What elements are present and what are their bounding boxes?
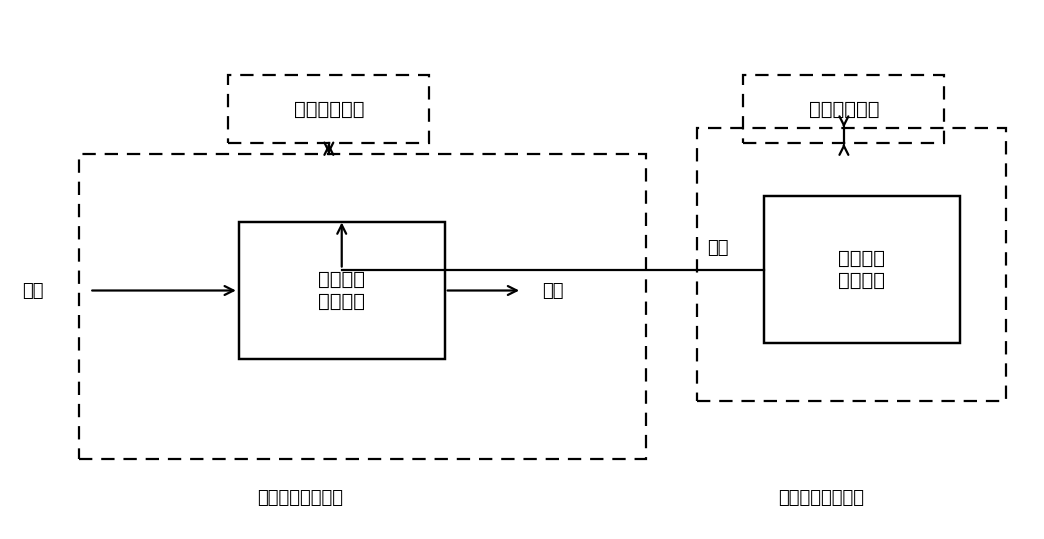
Text: 臭氧催化氧化单元: 臭氧催化氧化单元 [258,489,343,507]
Text: 臭氧催化
氧化单元: 臭氧催化 氧化单元 [318,270,365,311]
Text: 臭氧发生
装置单元: 臭氧发生 装置单元 [838,249,885,290]
Polygon shape [764,196,959,343]
Text: 臭氧发生装置单元: 臭氧发生装置单元 [778,489,863,507]
Text: 进水: 进水 [22,281,44,300]
Text: 检测控制单元: 检测控制单元 [293,100,364,119]
Text: 臭氧: 臭氧 [707,239,729,258]
Text: 出水: 出水 [542,281,564,300]
Polygon shape [239,222,445,359]
Text: 检测控制单元: 检测控制单元 [809,100,879,119]
